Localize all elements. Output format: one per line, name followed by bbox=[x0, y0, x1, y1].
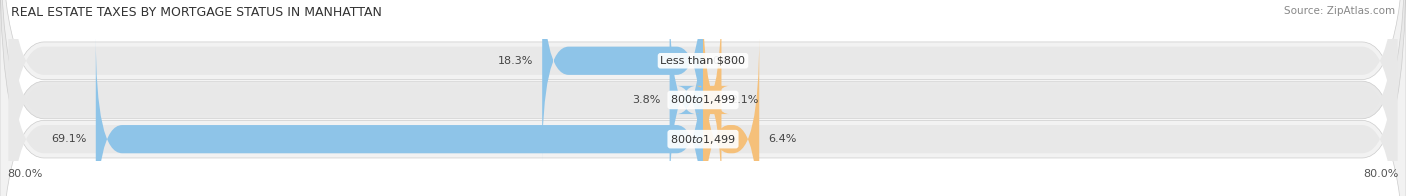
Text: 18.3%: 18.3% bbox=[498, 56, 533, 66]
Text: 0.0%: 0.0% bbox=[711, 56, 740, 66]
Text: Source: ZipAtlas.com: Source: ZipAtlas.com bbox=[1284, 6, 1395, 16]
FancyBboxPatch shape bbox=[543, 0, 703, 164]
Text: $800 to $1,499: $800 to $1,499 bbox=[671, 133, 735, 146]
FancyBboxPatch shape bbox=[703, 36, 759, 196]
FancyBboxPatch shape bbox=[96, 36, 703, 196]
Text: Less than $800: Less than $800 bbox=[661, 56, 745, 66]
Text: REAL ESTATE TAXES BY MORTGAGE STATUS IN MANHATTAN: REAL ESTATE TAXES BY MORTGAGE STATUS IN … bbox=[11, 6, 382, 19]
Text: 80.0%: 80.0% bbox=[7, 169, 42, 180]
FancyBboxPatch shape bbox=[8, 0, 1398, 196]
Text: 2.1%: 2.1% bbox=[730, 95, 759, 105]
FancyBboxPatch shape bbox=[695, 0, 730, 196]
Text: 6.4%: 6.4% bbox=[768, 134, 796, 144]
FancyBboxPatch shape bbox=[8, 0, 1398, 196]
Text: 80.0%: 80.0% bbox=[1364, 169, 1399, 180]
FancyBboxPatch shape bbox=[669, 0, 703, 196]
Text: 69.1%: 69.1% bbox=[52, 134, 87, 144]
Text: $800 to $1,499: $800 to $1,499 bbox=[671, 93, 735, 106]
FancyBboxPatch shape bbox=[8, 0, 1398, 196]
Text: 3.8%: 3.8% bbox=[633, 95, 661, 105]
